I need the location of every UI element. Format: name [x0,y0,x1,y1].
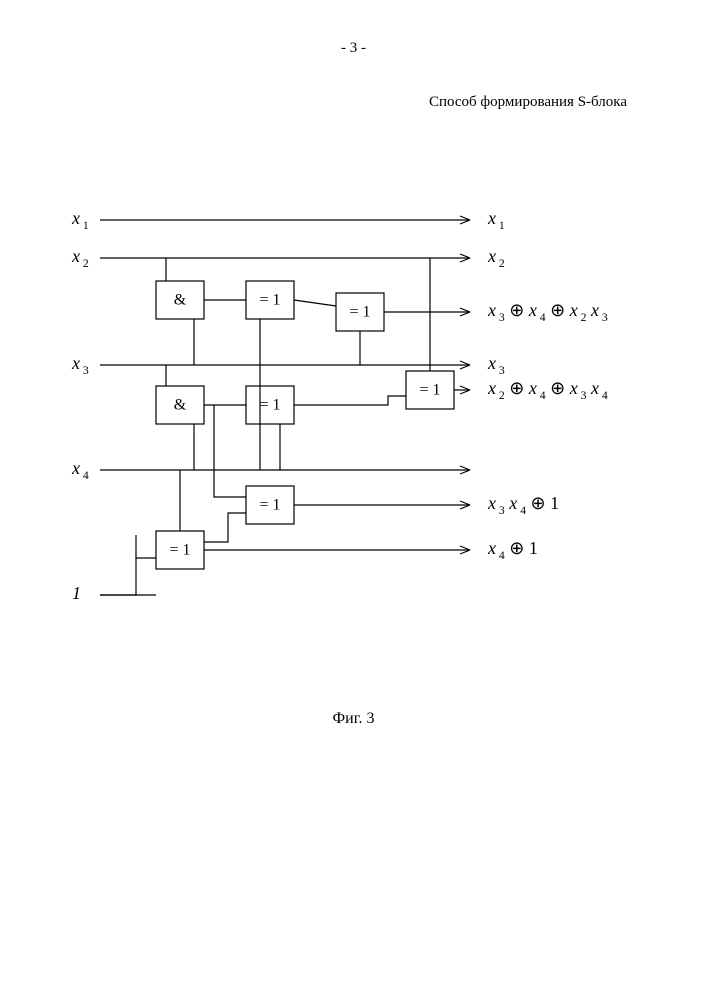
svg-text:x 4: x 4 [71,458,89,482]
page: - 3 - Способ формирования S-блока & = 1 = … [0,0,707,1000]
svg-text:= 1: = 1 [259,497,280,514]
svg-text:x 3: x 3 [71,353,89,377]
circuit-diagram: & = 1 = 1 & = 1 = 1 = 1 = 1 x 1 x 2 x 3 x 4 1 x 1 x 2 x… [60,200,660,645]
svg-text:x 4 ⊕ 1: x 4 ⊕ 1 [487,538,538,562]
svg-text:= 1: = 1 [419,382,440,399]
svg-text:= 1: = 1 [259,292,280,309]
svg-text:x 3 x 4 ⊕ 1: x 3 x 4 ⊕ 1 [487,493,559,517]
svg-text:= 1: = 1 [169,542,190,559]
page-number: - 3 - [0,40,707,57]
svg-text:x 3: x 3 [487,353,505,377]
svg-text:x 3 ⊕ x 4 ⊕ x 2 x 3: x 3 ⊕ x 4 ⊕ x 2 x 3 [487,300,608,324]
svg-text:= 1: = 1 [259,397,280,414]
document-title: Способ формирования S-блока [429,94,627,111]
svg-text:x 1: x 1 [71,208,89,232]
svg-text:= 1: = 1 [349,304,370,321]
svg-text:x 2: x 2 [487,246,505,270]
svg-text:x 2 ⊕ x 4 ⊕ x 3 x 4: x 2 ⊕ x 4 ⊕ x 3 x 4 [487,378,608,402]
figure-caption: Фиг. 3 [0,710,707,728]
svg-text:1: 1 [72,583,81,603]
svg-text:&: & [174,397,187,414]
svg-text:&: & [174,292,187,309]
svg-text:x 1: x 1 [487,208,505,232]
svg-text:x 2: x 2 [71,246,89,270]
